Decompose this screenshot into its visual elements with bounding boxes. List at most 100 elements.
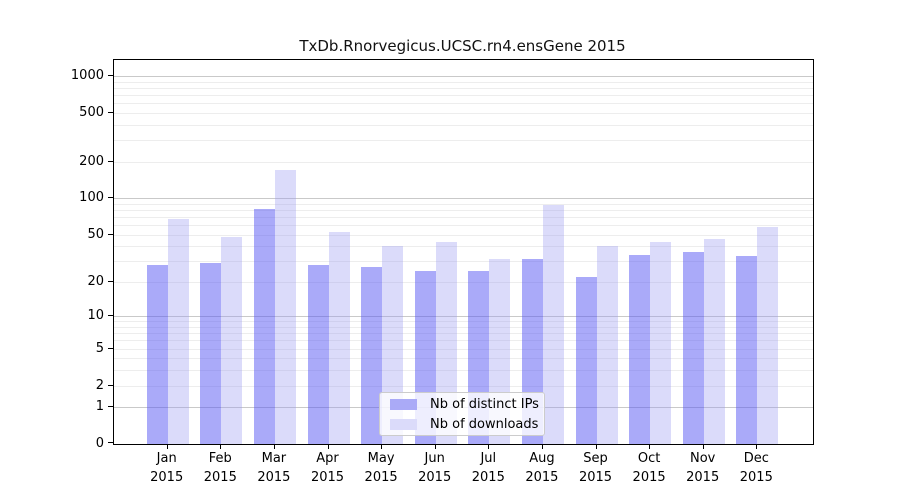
y-tick-mark [108,197,113,199]
bar-downloads-jan [167,218,189,444]
x-tick-mark-apr [327,444,329,449]
bar-downloads-sep [596,246,618,444]
y-tick-label-0: 0 [95,436,104,451]
x-tick-mark-oct [649,444,651,449]
downloads-swatch [390,418,417,430]
gridline-minor [114,216,813,218]
x-tick-mark-mar [273,444,275,449]
gridline-minor [114,281,813,283]
gridline-minor [114,161,813,163]
x-tick-mark-dec [756,444,758,449]
y-tick-mark [108,111,113,113]
chart-title: TxDb.Rnorvegicus.UCSC.rn4.ensGene 2015 [299,37,626,55]
y-tick-mark [108,384,113,386]
gridline-minor [114,333,813,335]
y-tick-label-100: 100 [79,190,104,206]
x-tick-label-aug: Aug 2015 [525,451,559,485]
gridline-minor [114,112,813,114]
y-tick-label-50: 50 [87,226,104,242]
gridline-minor [114,261,813,263]
y-tick-label-1000: 1000 [70,68,104,83]
gridline-minor [114,234,813,236]
gridline-minor [114,246,813,248]
x-tick-mark-aug [541,444,543,449]
gridline-minor [114,348,813,350]
gridline-minor [114,340,813,342]
gridline-minor [114,81,813,83]
x-tick-mark-feb [220,444,222,449]
bar-distinct-ips-mar [253,208,275,444]
y-tick-mark [108,75,113,76]
x-tick-label-jul: Jul 2015 [471,451,505,485]
y-tick-mark [108,406,113,408]
gridline-minor [114,209,813,211]
bar-downloads-nov [703,238,725,444]
bar-distinct-ips-sep [575,277,597,444]
x-tick-label-feb: Feb 2015 [203,451,237,485]
x-tick-mark-jul [488,444,490,449]
y-tick-label-500: 500 [79,104,104,120]
y-tick-mark [108,347,113,349]
y-tick-label-200: 200 [79,153,104,169]
bar-distinct-ips-oct [629,254,651,444]
y-tick-label-1: 1 [95,399,104,415]
bar-distinct-ips-nov [682,251,704,444]
y-tick-mark [108,442,113,443]
x-tick-label-mar: Mar 2015 [257,451,291,485]
bar-downloads-dec [757,226,779,444]
y-tick-label-5: 5 [95,340,104,356]
x-tick-mark-sep [595,444,597,449]
gridline-minor [114,140,813,141]
gridline-minor [114,87,813,89]
bar-distinct-ips-jan [146,264,168,444]
x-tick-mark-jan [166,444,168,449]
x-tick-label-oct: Oct 2015 [632,451,666,485]
y-tick-label-2: 2 [95,377,104,393]
legend-label-distinct-ips: Nb of distinct IPs [430,396,539,412]
bar-distinct-ips-feb [200,262,222,444]
gridline-minor [114,95,813,96]
x-tick-label-nov: Nov 2015 [686,451,720,485]
distinct-ips-swatch [390,398,417,410]
gridline-minor [114,124,813,126]
gridline-minor [114,370,813,372]
x-tick-label-apr: Apr 2015 [310,451,345,485]
gridline-minor [114,358,813,360]
gridline-major [114,316,813,318]
bar-downloads-oct [650,242,672,444]
x-tick-label-may: May 2015 [364,451,398,485]
gridline-minor [114,321,813,323]
legend-label-downloads: Nb of downloads [430,416,539,432]
bar-distinct-ips-dec [736,256,758,444]
bar-downloads-mar [274,170,296,444]
gridline-minor [114,327,813,328]
x-tick-label-sep: Sep 2015 [578,451,613,485]
bar-downloads-apr [328,231,350,444]
x-tick-mark-jun [434,444,436,449]
bar-distinct-ips-may [361,266,383,444]
x-tick-mark-nov [702,444,704,449]
legend-item-distinct-ips: Nb of distinct IPs [380,396,544,413]
gridline-major [114,76,813,77]
gridline-major [114,198,813,200]
y-tick-mark [108,160,113,162]
gridline-minor [114,203,813,205]
y-tick-mark [108,280,113,282]
bar-downloads-aug [542,204,564,444]
gridline-minor [114,225,813,226]
y-tick-label-20: 20 [87,273,104,289]
y-tick-mark [108,315,113,317]
bar-downloads-feb [221,236,243,444]
x-tick-label-jan: Jan 2015 [150,451,184,485]
bar-distinct-ips-apr [307,264,329,444]
legend: Nb of distinct IPs Nb of downloads [379,392,545,436]
y-tick-label-10: 10 [87,308,104,324]
x-tick-label-dec: Dec 2015 [739,451,773,485]
gridline-minor [114,385,813,387]
legend-item-downloads: Nb of downloads [380,416,544,433]
x-tick-label-jun: Jun 2015 [418,451,452,485]
gridline-minor [114,103,813,105]
x-tick-mark-may [381,444,383,449]
y-tick-mark [108,233,113,235]
